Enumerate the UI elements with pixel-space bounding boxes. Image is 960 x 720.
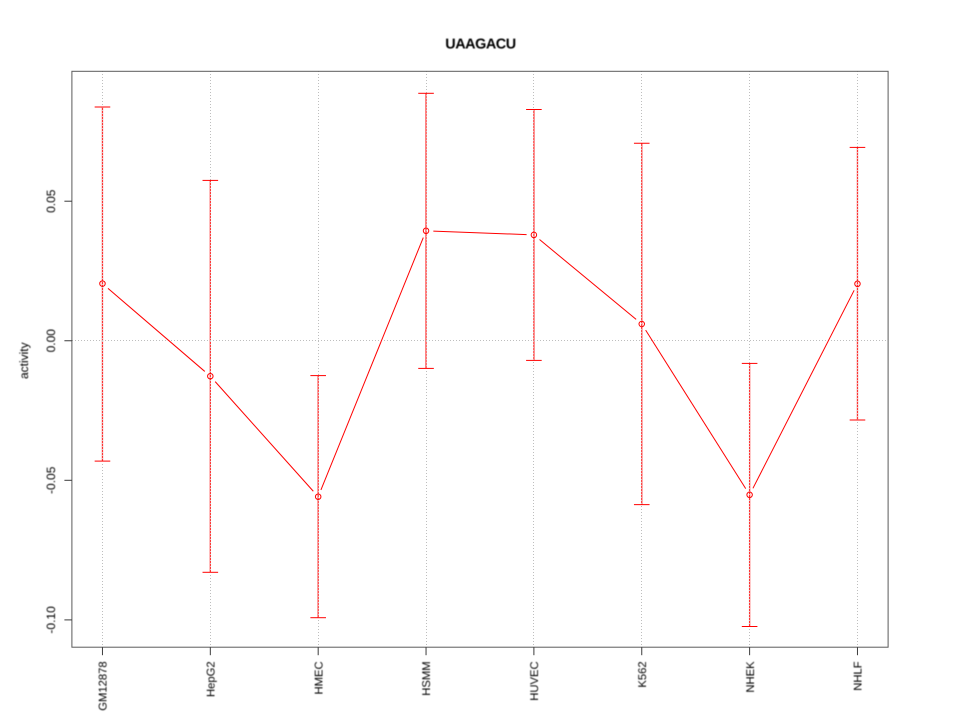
svg-text:0.05: 0.05 <box>44 189 58 213</box>
svg-text:HMEC: HMEC <box>313 661 325 694</box>
svg-text:HUVEC: HUVEC <box>529 661 541 700</box>
svg-text:NHLF: NHLF <box>853 661 865 691</box>
svg-text:NHEK: NHEK <box>745 661 757 693</box>
svg-text:-0.10: -0.10 <box>44 606 58 634</box>
svg-text:0.00: 0.00 <box>44 329 58 353</box>
svg-text:HepG2: HepG2 <box>206 661 218 697</box>
svg-text:activity: activity <box>17 342 31 379</box>
svg-text:-0.05: -0.05 <box>44 466 58 494</box>
svg-text:HSMM: HSMM <box>421 661 433 695</box>
svg-text:GM12878: GM12878 <box>98 661 110 710</box>
svg-text:UAAGACU: UAAGACU <box>445 36 515 52</box>
svg-text:K562: K562 <box>637 661 649 687</box>
